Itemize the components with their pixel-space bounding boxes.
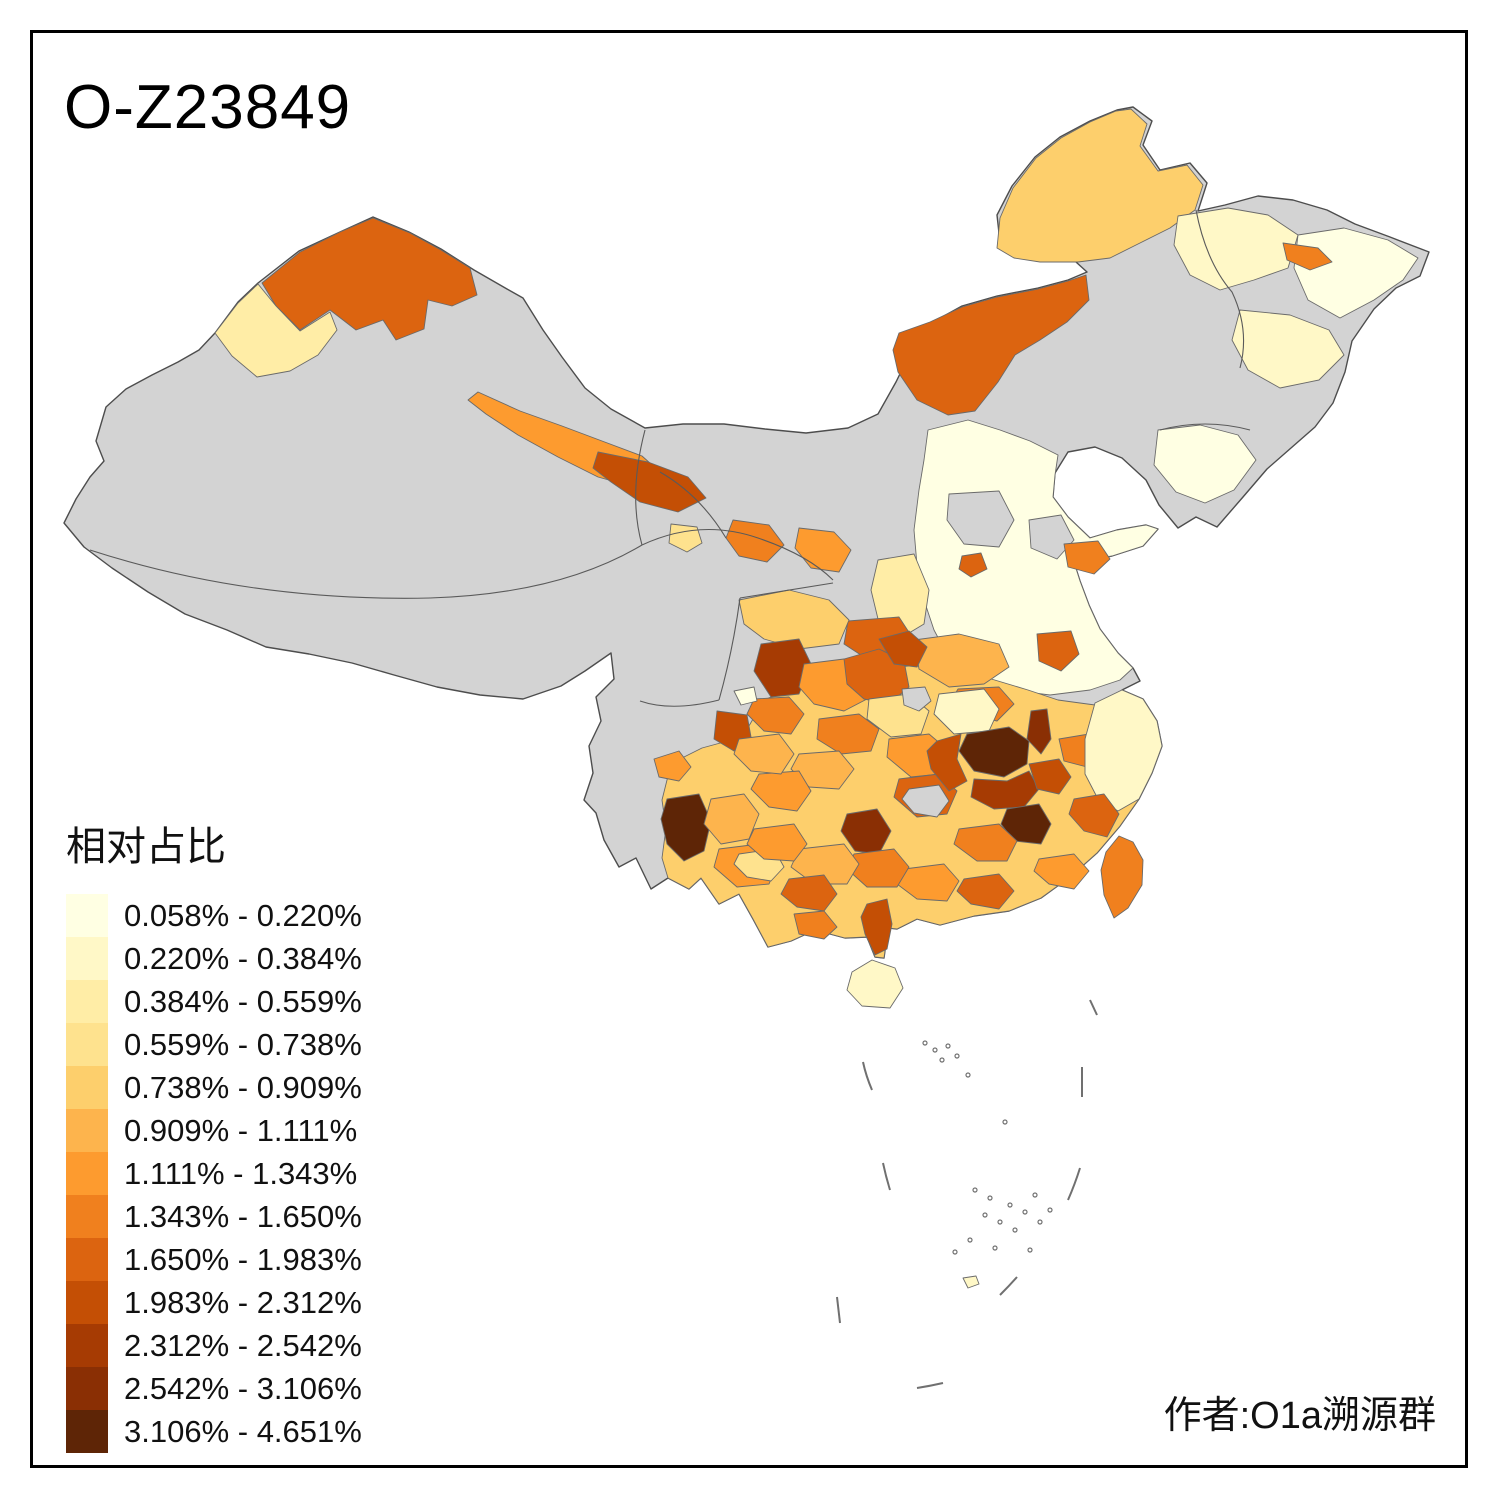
map-region <box>816 713 880 755</box>
legend-label: 0.220% - 0.384% <box>124 940 362 976</box>
map-region <box>592 451 707 513</box>
map-region <box>901 784 950 818</box>
map-region <box>1293 227 1419 319</box>
map-region <box>1231 309 1345 389</box>
map-region <box>738 589 850 650</box>
legend-swatch <box>66 1367 108 1410</box>
legend-label: 1.983% - 2.312% <box>124 1284 362 1320</box>
map-region <box>1153 424 1257 504</box>
legend-label: 0.058% - 0.220% <box>124 897 362 933</box>
map-region <box>926 733 968 792</box>
map-region <box>956 873 1015 910</box>
hainan-island <box>846 959 904 1009</box>
legend-row: 1.111% - 1.343% <box>66 1152 362 1195</box>
legend-row: 2.312% - 2.542% <box>66 1324 362 1367</box>
legend-label: 1.650% - 1.983% <box>124 1241 362 1277</box>
legend-row: 0.738% - 0.909% <box>66 1066 362 1109</box>
map-region <box>746 696 805 735</box>
map-region <box>1000 803 1052 845</box>
legend-swatch <box>66 980 108 1023</box>
map-region <box>958 726 1030 778</box>
map-region <box>878 630 928 668</box>
map-title: O-Z23849 <box>64 73 352 142</box>
legend-row: 0.384% - 0.559% <box>66 980 362 1023</box>
map-region <box>214 283 338 378</box>
map-region <box>913 419 1159 696</box>
map-region <box>753 638 812 698</box>
legend-label: 2.542% - 3.106% <box>124 1370 362 1406</box>
legend-label: 1.111% - 1.343% <box>124 1155 358 1191</box>
map-region <box>1036 630 1080 672</box>
colored-regions <box>214 108 1419 959</box>
map-region <box>733 733 795 775</box>
map-region <box>860 898 893 956</box>
legend-label: 0.738% - 0.909% <box>124 1069 362 1105</box>
legend-label: 0.559% - 0.738% <box>124 1026 362 1062</box>
legend-swatch <box>66 1152 108 1195</box>
legend-label: 2.312% - 2.542% <box>124 1327 362 1363</box>
legend-swatch <box>66 1195 108 1238</box>
legend-row: 0.909% - 1.111% <box>66 1109 362 1152</box>
map-region <box>1028 758 1072 795</box>
legend-row: 0.559% - 0.738% <box>66 1023 362 1066</box>
province-borders <box>89 209 1251 707</box>
legend-swatch <box>66 1238 108 1281</box>
islands <box>846 835 1144 1289</box>
map-region <box>750 770 812 812</box>
legend-swatch <box>66 1324 108 1367</box>
map-region <box>913 633 1010 688</box>
map-region <box>793 910 838 940</box>
map-region <box>660 793 712 862</box>
map-region <box>733 686 758 706</box>
map-region <box>653 750 692 782</box>
map-region <box>746 823 808 862</box>
map-region <box>1068 793 1120 838</box>
legend-swatch <box>66 937 108 980</box>
map-region <box>996 108 1204 263</box>
nine-dash-line <box>836 999 1098 1389</box>
map-region <box>1033 853 1090 890</box>
legend-swatch <box>66 1023 108 1066</box>
legend: 相对占比 0.058% - 0.220% 0.220% - 0.384% 0.384… <box>66 814 362 1453</box>
map-region <box>953 823 1018 862</box>
legend-swatch <box>66 1109 108 1152</box>
map-region <box>1063 540 1111 575</box>
legend-row: 2.542% - 3.106% <box>66 1367 362 1410</box>
map-region <box>901 686 932 712</box>
legend-swatch <box>66 1066 108 1109</box>
map-region <box>668 523 703 553</box>
legend-swatch <box>66 1410 108 1453</box>
legend-label: 0.909% - 1.111% <box>124 1112 358 1148</box>
small-island <box>962 1275 980 1289</box>
map-region <box>970 770 1040 810</box>
legend-swatch <box>66 894 108 937</box>
legend-rows: 0.058% - 0.220% 0.220% - 0.384% 0.384% - 0… <box>66 894 362 1453</box>
taiwan-island <box>1100 835 1144 919</box>
map-region <box>790 750 855 790</box>
legend-row: 1.650% - 1.983% <box>66 1238 362 1281</box>
map-region <box>790 843 860 885</box>
legend-row: 1.343% - 1.650% <box>66 1195 362 1238</box>
map-region <box>1173 207 1299 291</box>
legend-label: 0.384% - 0.559% <box>124 983 362 1019</box>
legend-row: 0.058% - 0.220% <box>66 894 362 937</box>
legend-title: 相对占比 <box>66 825 226 869</box>
attribution: 作者:O1a溯源群 <box>1163 1395 1436 1437</box>
legend-label: 1.343% - 1.650% <box>124 1198 362 1234</box>
legend-row: 3.106% - 4.651% <box>66 1410 362 1453</box>
map-region <box>1084 689 1163 812</box>
map-region <box>958 552 988 578</box>
map-region <box>1282 242 1333 271</box>
legend-swatch <box>66 1281 108 1324</box>
legend-label: 3.106% - 4.651% <box>124 1413 362 1449</box>
map-region <box>261 217 478 341</box>
legend-row: 1.983% - 2.312% <box>66 1281 362 1324</box>
legend-row: 0.220% - 0.384% <box>66 937 362 980</box>
map-region <box>1026 708 1052 755</box>
map-region <box>946 490 1015 548</box>
map-region <box>892 274 1090 416</box>
